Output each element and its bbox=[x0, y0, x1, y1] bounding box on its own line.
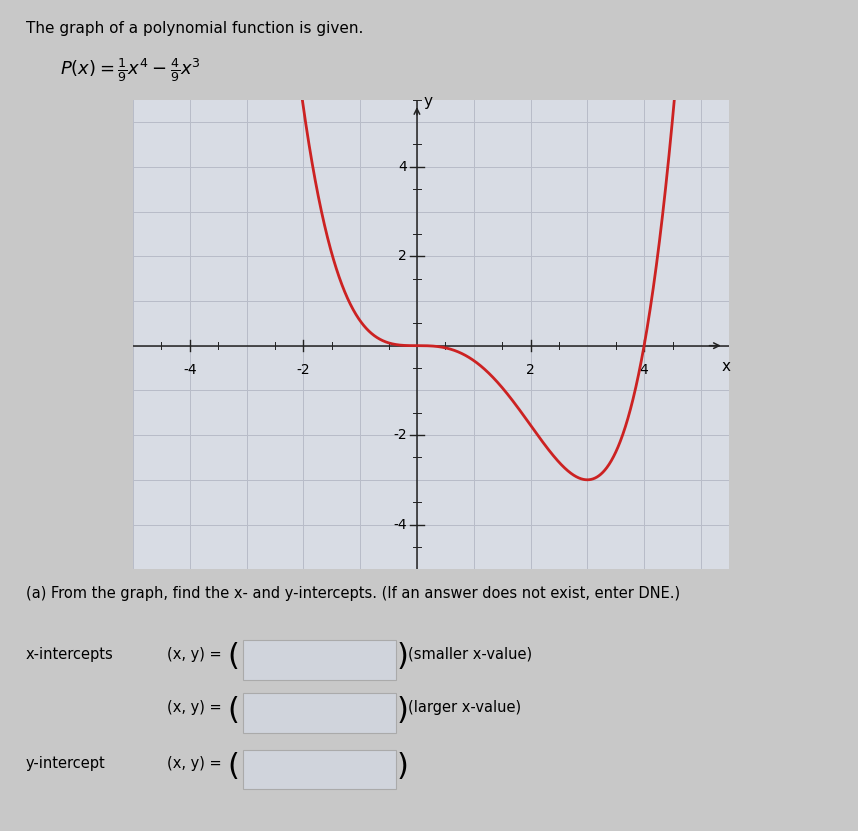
Text: ): ) bbox=[396, 696, 408, 725]
Text: 4: 4 bbox=[398, 160, 407, 174]
Text: 2: 2 bbox=[526, 362, 535, 376]
Text: ): ) bbox=[396, 752, 408, 781]
Text: 2: 2 bbox=[398, 249, 407, 263]
Text: (: ( bbox=[227, 642, 239, 671]
Text: x-intercepts: x-intercepts bbox=[26, 647, 113, 661]
Text: (a) From the graph, find the x- and y-intercepts. (If an answer does not exist, : (a) From the graph, find the x- and y-in… bbox=[26, 586, 680, 601]
Text: (: ( bbox=[227, 696, 239, 725]
Text: (x, y) =: (x, y) = bbox=[167, 700, 222, 715]
Text: y-intercept: y-intercept bbox=[26, 756, 106, 771]
Text: -2: -2 bbox=[297, 362, 311, 376]
Text: ): ) bbox=[396, 642, 408, 671]
Text: (: ( bbox=[227, 752, 239, 781]
Text: $P(x) = \frac{1}{9}x^4 - \frac{4}{9}x^3$: $P(x) = \frac{1}{9}x^4 - \frac{4}{9}x^3$ bbox=[60, 57, 201, 85]
Text: The graph of a polynomial function is given.: The graph of a polynomial function is gi… bbox=[26, 21, 363, 36]
Text: -4: -4 bbox=[393, 518, 407, 532]
Text: -4: -4 bbox=[183, 362, 196, 376]
Text: (x, y) =: (x, y) = bbox=[167, 756, 222, 771]
Text: (larger x-value): (larger x-value) bbox=[408, 700, 521, 715]
Text: (x, y) =: (x, y) = bbox=[167, 647, 222, 661]
Text: -2: -2 bbox=[393, 428, 407, 442]
Text: x: x bbox=[722, 359, 731, 374]
Text: 4: 4 bbox=[640, 362, 649, 376]
Text: (smaller x-value): (smaller x-value) bbox=[408, 647, 532, 661]
Text: y: y bbox=[424, 95, 432, 110]
